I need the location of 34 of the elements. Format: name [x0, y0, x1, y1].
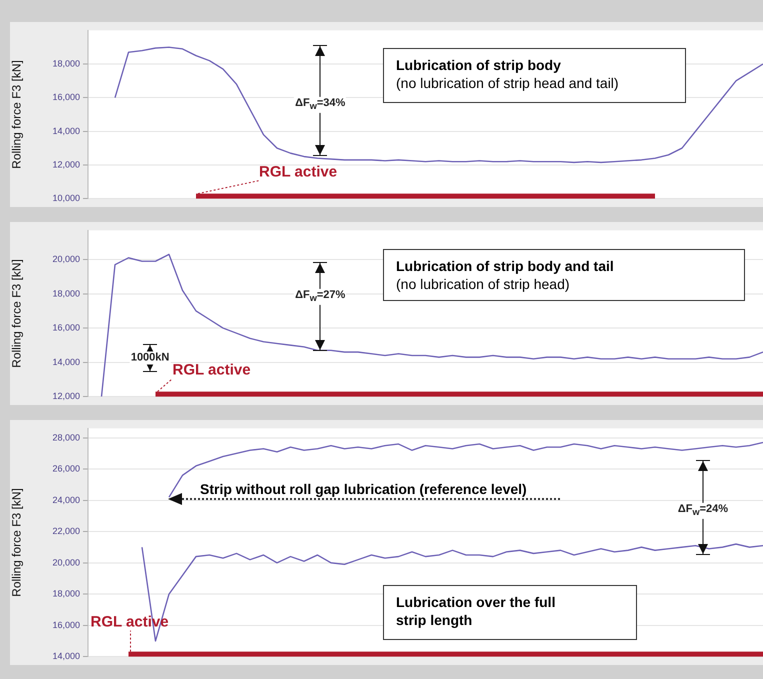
y-tick-label: 18,000 — [52, 588, 80, 599]
annotation: ΔF$_{w}$=27% — [294, 288, 346, 306]
y-axis-title: Rolling force F3 [kN] — [10, 488, 24, 597]
y-tick-label: 14,000 — [52, 651, 80, 662]
annotation: ΔF$_{w}$=34% — [294, 96, 346, 114]
y-tick-label: 10,000 — [52, 193, 80, 204]
series-label: RGL active — [172, 362, 251, 379]
annotation: 1000kN — [130, 352, 170, 364]
y-tick-label: 18,000 — [52, 288, 80, 298]
annotation: ΔF$_{w}$=24% — [676, 502, 730, 520]
y-tick-label: 22,000 — [52, 526, 80, 536]
y-tick-label: 26,000 — [52, 464, 80, 474]
annotation: Lubrication over the full strip length — [396, 594, 556, 628]
y-axis-title: Rolling force F3 [kN] — [10, 60, 24, 169]
text-box: Lubrication of strip body and tail (no lubrication of strip head) — [383, 249, 745, 301]
annotation: Strip without roll gap lubrication (reference level) — [200, 481, 527, 497]
y-tick-label: 14,000 — [52, 126, 80, 136]
y-tick-label: 28,000 — [52, 432, 80, 442]
text-box: Lubrication over the full strip length — [383, 585, 637, 640]
y-tick-label: 20,000 — [52, 254, 80, 264]
y-axis-title: Rolling force F3 [kN] — [10, 259, 24, 368]
y-tick-label: 16,000 — [52, 620, 80, 630]
y-tick-label: 16,000 — [52, 92, 80, 102]
y-tick-label: 16,000 — [52, 322, 80, 333]
y-tick-label: 12,000 — [52, 391, 80, 402]
y-tick-label: 12,000 — [52, 159, 80, 170]
series-label: RGL active — [259, 164, 338, 181]
y-tick-label: 20,000 — [52, 557, 80, 568]
y-tick-label: 24,000 — [52, 494, 80, 505]
annotation: Lubrication of strip body (no lubrication of strip head and tail) — [396, 57, 619, 91]
annotation: Lubrication of strip body and tail (no lubrication of strip head) — [396, 258, 614, 292]
y-tick-label: 18,000 — [52, 58, 80, 69]
text-box: Lubrication of strip body (no lubrication of strip head and tail) — [383, 48, 686, 103]
y-tick-label: 14,000 — [52, 356, 80, 367]
